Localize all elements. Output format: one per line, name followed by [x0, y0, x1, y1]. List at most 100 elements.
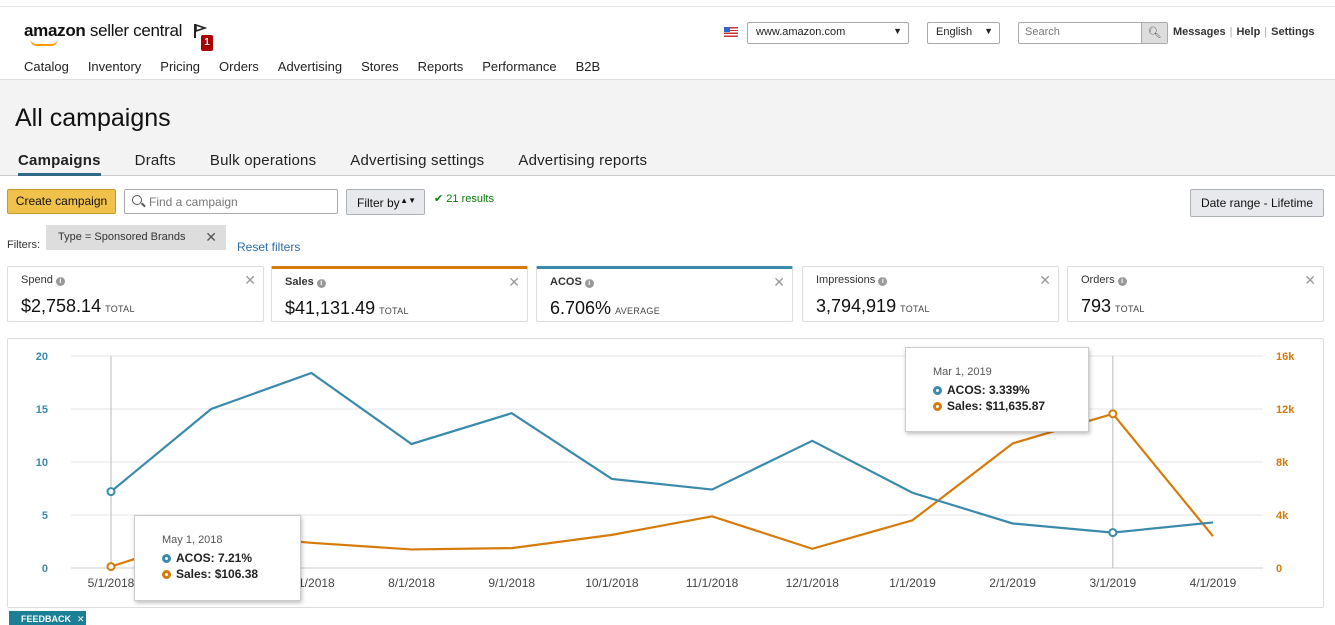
page-header: All campaigns Campaigns Drafts Bulk oper…: [0, 80, 1335, 176]
info-icon[interactable]: i: [584, 279, 594, 288]
filter-chip: Type = Sponsored Brands ✕: [46, 225, 226, 250]
top-search-input[interactable]: Search 🔍︎: [1018, 22, 1168, 44]
metric-value: 6.706% AVERAGE: [550, 298, 661, 318]
filter-by-button[interactable]: Filter by ▲▼: [346, 189, 425, 215]
left-axis-tick: 0: [42, 563, 48, 575]
nav-pricing[interactable]: Pricing: [160, 59, 201, 74]
page-title: All campaigns: [15, 104, 171, 132]
nav-performance[interactable]: Performance: [482, 59, 557, 74]
dropdown-arrow-icon: ▼: [984, 26, 993, 36]
settings-link[interactable]: Settings: [1271, 26, 1315, 38]
close-icon[interactable]: ✕: [244, 272, 256, 288]
metric-value: 3,794,919 TOTAL: [816, 296, 930, 316]
feedback-button[interactable]: FEEDBACK ✕: [9, 611, 86, 625]
results-count: ✔ 21 results: [434, 193, 494, 205]
x-axis-tick: 5/1/2018: [88, 576, 135, 590]
metric-card-sales[interactable]: Sales i $41,131.49 TOTAL ✕: [271, 266, 528, 322]
info-icon[interactable]: i: [1117, 277, 1127, 286]
chart-tooltip-mar-2019: Mar 1, 2019 ACOS: 3.339% Sales: $11,635.…: [905, 347, 1089, 432]
filters-label: Filters:: [7, 239, 40, 251]
nav-catalog[interactable]: Catalog: [24, 59, 69, 74]
tab-bulk-operations[interactable]: Bulk operations: [209, 152, 317, 169]
seller-central-logo[interactable]: amazon seller central: [24, 21, 182, 46]
tab-campaigns[interactable]: Campaigns: [18, 152, 101, 176]
language-select[interactable]: English ▼: [927, 22, 1000, 44]
close-icon[interactable]: ✕: [205, 229, 217, 245]
create-campaign-button[interactable]: Create campaign: [7, 189, 116, 214]
metric-card-spend[interactable]: Spend i $2,758.14 TOTAL ✕: [7, 266, 264, 322]
tab-advertising-reports[interactable]: Advertising reports: [518, 152, 648, 169]
metric-label: Spend i: [21, 274, 65, 286]
search-icon[interactable]: 🔍︎: [1141, 23, 1167, 43]
right-axis-tick: 0: [1276, 563, 1282, 575]
top-bar: amazon seller central 1 Catalog Inventor…: [0, 0, 1335, 80]
dropdown-arrow-icon: ▼: [893, 26, 902, 36]
metric-card-orders[interactable]: Orders i 793 TOTAL ✕: [1067, 266, 1324, 322]
campaign-chart: 0 5 10 15 20 0 4k 8k 12k 16k 5/1/2018 7/1/2018 8/1/2…: [7, 338, 1324, 608]
nav-inventory[interactable]: Inventory: [87, 59, 142, 74]
logo-smile: [30, 39, 58, 46]
metric-card-impressions[interactable]: Impressions i 3,794,919 TOTAL ✕: [802, 266, 1059, 322]
top-divider: [0, 6, 1335, 7]
help-link[interactable]: Help: [1236, 26, 1261, 38]
x-axis-tick: 10/1/2018: [585, 576, 639, 590]
x-axis-tick: 11/1/2018: [686, 576, 739, 590]
close-icon[interactable]: ✕: [508, 274, 520, 290]
tooltip-acos: ACOS: 3.339%: [933, 383, 1030, 397]
x-axis-tick: 8/1/2018: [388, 576, 435, 590]
left-axis-tick: 15: [36, 404, 48, 416]
close-icon[interactable]: ✕: [773, 274, 785, 290]
tooltip-sales: Sales: $11,635.87: [933, 399, 1045, 413]
nav-orders[interactable]: Orders: [219, 59, 259, 74]
info-icon[interactable]: i: [55, 277, 65, 286]
right-axis-tick: 8k: [1276, 457, 1289, 469]
messages-link[interactable]: Messages: [1173, 26, 1226, 38]
chart-tooltip-may-2018: May 1, 2018 ACOS: 7.21% Sales: $106.38: [134, 515, 301, 601]
top-links: Messages | Help | Settings: [1173, 26, 1315, 38]
date-range-button[interactable]: Date range - Lifetime: [1190, 189, 1324, 217]
metric-card-acos[interactable]: ACOS i 6.706% AVERAGE ✕: [536, 266, 793, 322]
reset-filters-link[interactable]: Reset filters: [237, 240, 301, 254]
metric-label: Impressions i: [816, 274, 888, 286]
sales-point: [106, 562, 116, 572]
metric-value: $2,758.14 TOTAL: [21, 296, 135, 316]
left-axis-tick: 20: [36, 351, 48, 363]
tab-advertising-settings[interactable]: Advertising settings: [350, 152, 485, 169]
find-campaign-input[interactable]: Find a campaign: [124, 189, 338, 214]
acos-point: [106, 487, 116, 497]
nav-advertising[interactable]: Advertising: [277, 59, 343, 74]
metric-value: $41,131.49 TOTAL: [285, 298, 409, 318]
close-icon[interactable]: ✕: [1304, 272, 1316, 288]
x-axis-tick: 3/1/2019: [1089, 576, 1136, 590]
campaign-tabs: Campaigns Drafts Bulk operations Adverti…: [18, 152, 681, 176]
left-axis-tick: 5: [42, 510, 48, 522]
x-axis-tick: 12/1/2018: [786, 576, 840, 590]
x-axis-tick: 4/1/2019: [1190, 576, 1237, 590]
marketplace-select[interactable]: www.amazon.com ▼: [747, 22, 909, 44]
search-icon: [132, 195, 142, 205]
tooltip-acos: ACOS: 7.21%: [162, 551, 252, 565]
info-icon[interactable]: i: [878, 277, 888, 286]
left-axis-tick: 10: [36, 457, 48, 469]
acos-series-line: [110, 371, 1214, 534]
checkmark-icon: ✔: [434, 193, 444, 205]
right-axis-tick: 12k: [1276, 404, 1295, 416]
nav-reports[interactable]: Reports: [417, 59, 464, 74]
acos-point: [1108, 528, 1118, 538]
close-icon[interactable]: ✕: [1039, 272, 1051, 288]
close-icon[interactable]: ✕: [77, 614, 85, 624]
sort-arrows-icon: ▲▼: [400, 196, 416, 205]
nav-stores[interactable]: Stores: [361, 59, 399, 74]
metric-label: Orders i: [1081, 274, 1127, 286]
right-axis-tick: 4k: [1276, 510, 1289, 522]
main-nav: Catalog Inventory Pricing Orders Adverti…: [24, 59, 619, 74]
info-icon[interactable]: i: [316, 279, 326, 288]
tab-drafts[interactable]: Drafts: [134, 152, 176, 169]
x-axis-tick: 9/1/2018: [488, 576, 535, 590]
notification-flag-icon[interactable]: 1: [193, 23, 215, 53]
nav-b2b[interactable]: B2B: [575, 59, 601, 74]
us-flag-icon: [724, 27, 738, 37]
x-axis-tick: 2/1/2019: [989, 576, 1036, 590]
metric-label: ACOS i: [550, 276, 594, 288]
